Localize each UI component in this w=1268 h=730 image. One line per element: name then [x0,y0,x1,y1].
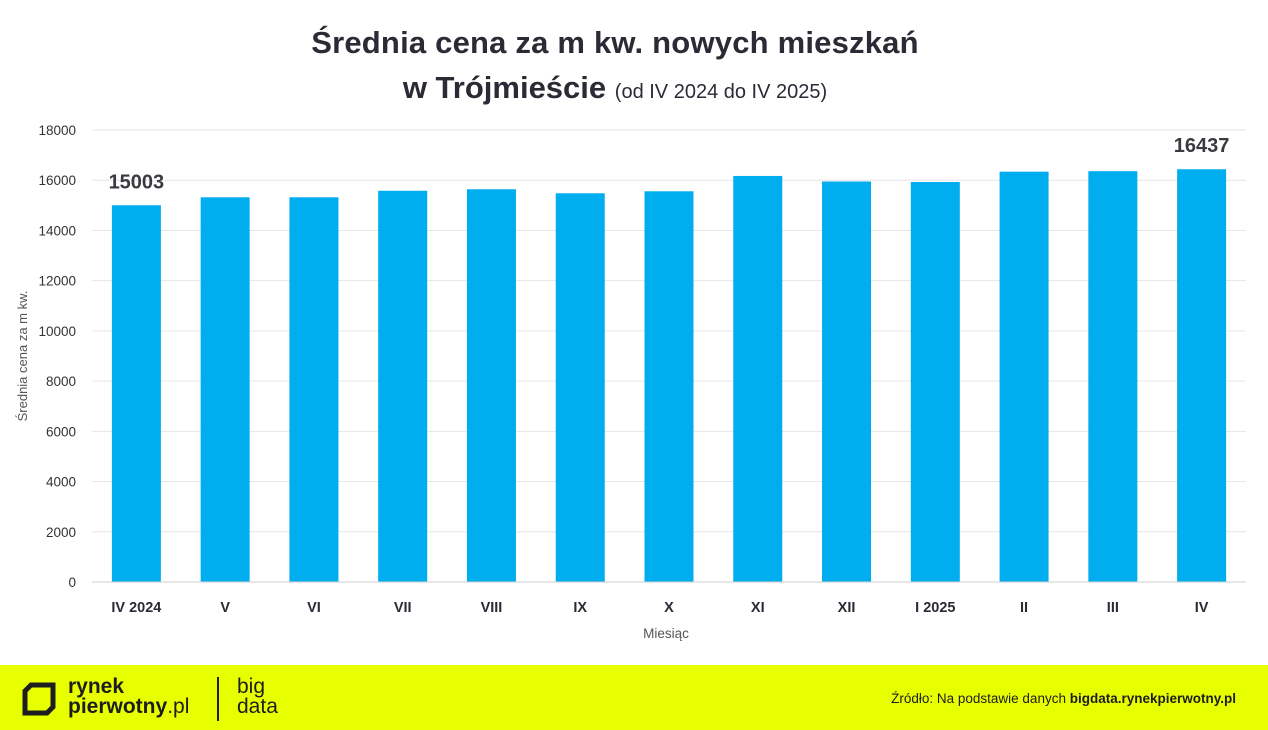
y-tick-label: 0 [68,575,76,590]
bigdata-logo: big data [237,675,278,718]
source-note: Źródło: Na podstawie danych bigdata.ryne… [891,691,1236,706]
y-tick-label: 12000 [38,274,76,289]
bar-chart: 0 2000 4000 6000 8000 10000 12000 14000 16000 180… [15,123,1246,641]
bar [1088,171,1138,582]
y-tick-label: 8000 [46,374,76,389]
x-tick-label: VII [394,600,412,616]
data-label: 16437 [1174,135,1230,157]
y-tick-label: 10000 [38,324,76,339]
bar [289,197,339,582]
title-line-2-main: w Trójmieście [402,70,607,105]
title-line-2: w Trójmieście (od IV 2024 do IV 2025) [0,64,1230,116]
x-tick-label: I 2025 [915,600,955,616]
bigdata-line-1: big [237,675,266,698]
x-tick-label: II [1020,600,1028,616]
bar [466,189,516,583]
logo-divider [217,677,219,721]
chart-title: Średnia cena za m kw. nowych mieszkań w … [0,22,1230,116]
bar [200,197,250,582]
footer-bar: rynek pierwotny.pl big data Źródło: Na p… [0,665,1268,730]
x-tick-label: X [664,600,674,616]
data-label: 15003 [109,171,165,193]
y-axis-label: Średnia cena za m kw. [15,291,30,422]
x-tick-label: VIII [481,600,503,616]
bar [378,190,428,582]
bigdata-line-2: data [237,695,278,718]
bar [1177,169,1227,583]
bar [999,171,1049,582]
y-tick-label: 16000 [38,173,76,188]
logo-name: pierwotny [68,695,168,718]
bar [733,175,783,582]
logo-tld: .pl [167,695,190,718]
x-tick-label: VI [307,600,321,616]
data-labels: 15003 16437 [109,135,1230,193]
bar [910,181,960,583]
rynekpierwotny-logo-icon [22,682,56,716]
x-tick-label: V [220,600,230,616]
y-axis-ticks: 0 2000 4000 6000 8000 10000 12000 14000 16000 180… [38,123,76,590]
logo-line-2: pierwotny.pl [68,695,190,718]
chart-subtitle: (od IV 2024 do IV 2025) [614,81,828,103]
bar [644,191,694,582]
bar [111,205,161,582]
y-tick-label: 4000 [46,475,76,490]
x-tick-label: IV [1195,600,1209,616]
x-tick-label: XI [751,600,765,616]
rynekpierwotny-logo: rynek pierwotny.pl [68,675,190,718]
y-tick-label: 18000 [38,123,76,138]
x-axis-label: Miesiąc [643,626,689,641]
source-prefix: Źródło: Na podstawie danych [891,691,1070,706]
source-link[interactable]: bigdata.rynekpierwotny.pl [1069,691,1236,706]
y-tick-label: 6000 [46,424,76,439]
x-tick-label: III [1107,600,1119,616]
x-tick-label: IX [573,600,587,616]
y-tick-label: 14000 [38,223,76,238]
y-tick-label: 2000 [46,525,76,540]
title-line-1: Średnia cena za m kw. nowych mieszkań [311,25,919,60]
bar [555,193,605,582]
x-tick-label: XII [838,600,856,616]
x-axis-ticks: IV 2024 V VI VII VIII IX X XI XII I 2025 II III IV [111,600,1208,616]
logo-line-1: rynek [68,675,125,698]
x-tick-label: IV 2024 [111,600,161,616]
bars [111,169,1227,583]
bar [822,181,872,582]
